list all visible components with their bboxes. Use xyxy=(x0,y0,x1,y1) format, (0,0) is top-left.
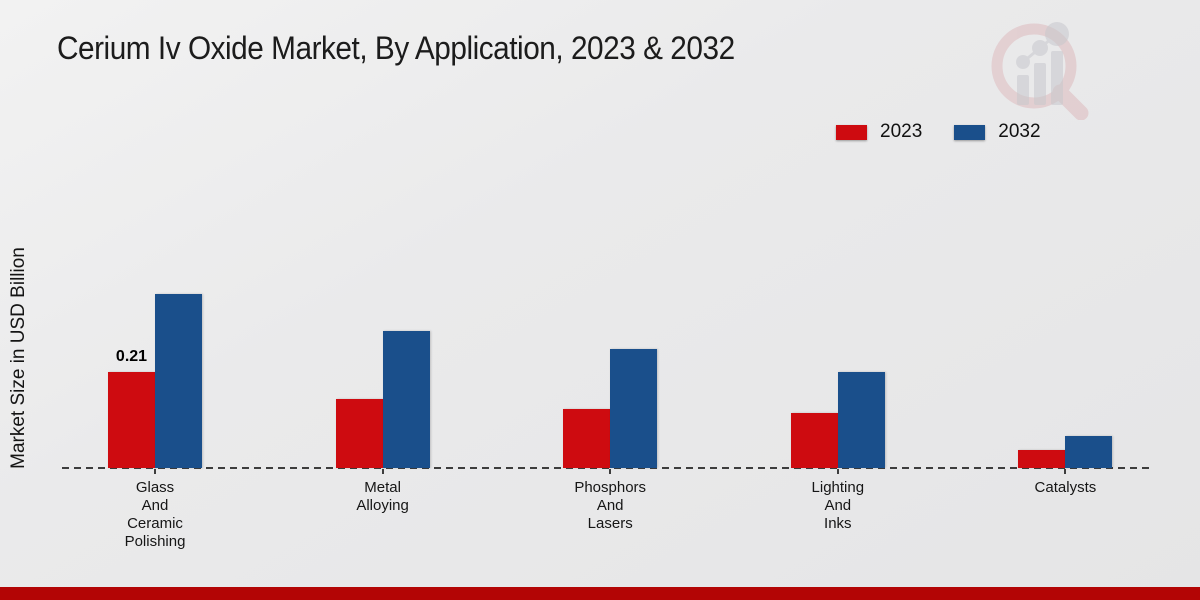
x-axis-tick xyxy=(154,469,156,474)
bar-2032-3 xyxy=(837,372,885,468)
category-label-2: Phosphors And Lasers xyxy=(574,479,647,532)
x-axis-tick xyxy=(609,469,612,474)
legend-label-2023: 2023 xyxy=(880,121,923,142)
y-axis-label: Market Size in USD Billion xyxy=(8,247,29,469)
chart-title: Cerium Iv Oxide Market, By Application, … xyxy=(57,30,735,66)
bar-value-label: 0.21 xyxy=(115,348,148,366)
magnifier-bar-chart-logo-icon xyxy=(991,22,1089,120)
bar-2032-1 xyxy=(382,330,430,468)
bar-2023-1 xyxy=(335,399,383,468)
x-axis-baseline xyxy=(62,467,1149,469)
category-label-4: Catalysts xyxy=(1034,479,1097,496)
legend-item-2023: 2023 xyxy=(836,121,922,143)
bar-2032-2 xyxy=(610,349,658,468)
legend-label-2032: 2032 xyxy=(998,121,1041,142)
footer-accent-bar xyxy=(0,587,1200,600)
legend-swatch-2023 xyxy=(836,124,867,140)
category-label-3: Lighting And Inks xyxy=(811,479,865,532)
bar-2023-2 xyxy=(563,408,611,468)
bar-2032-0 xyxy=(155,294,202,468)
x-axis-tick xyxy=(836,469,839,474)
legend: 2023 2032 xyxy=(836,121,1041,143)
bar-2023-0 xyxy=(108,372,155,468)
x-axis-tick xyxy=(381,469,384,474)
category-label-0: Glass And Ceramic Polishing xyxy=(124,479,186,550)
x-axis-tick xyxy=(1064,469,1067,474)
bar-2032-4 xyxy=(1065,436,1113,468)
legend-item-2032: 2032 xyxy=(954,121,1041,143)
category-label-1: Metal Alloying xyxy=(356,479,409,514)
bar-2023-3 xyxy=(790,413,838,468)
legend-swatch-2032 xyxy=(954,124,986,140)
bar-2023-4 xyxy=(1018,449,1066,468)
